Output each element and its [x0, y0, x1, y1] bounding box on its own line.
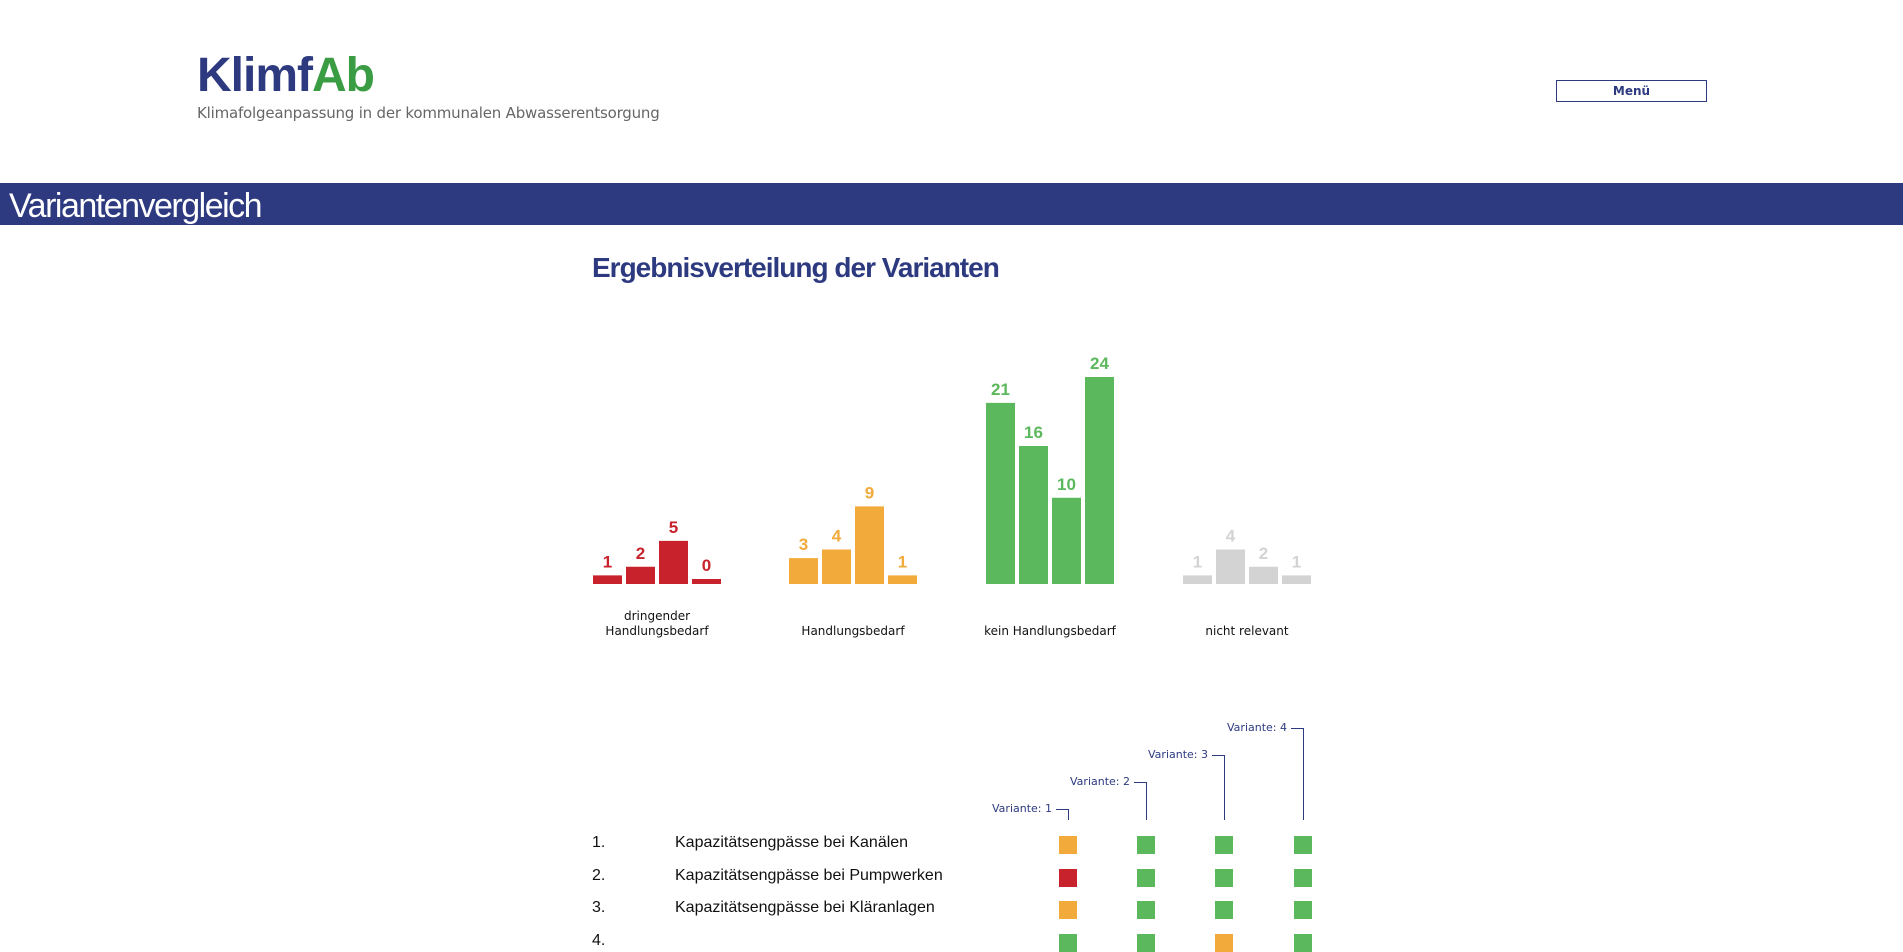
bar [789, 558, 818, 584]
variant-connector-horizontal [1134, 782, 1146, 783]
row-number: 1. [592, 834, 606, 851]
row-number: 3. [592, 899, 606, 916]
menu-button[interactable]: Menü [1556, 80, 1707, 102]
variant-label: Variante: 4 [1227, 721, 1287, 734]
bar [1085, 377, 1114, 584]
status-square [1137, 869, 1155, 887]
section-heading: Ergebnisverteilung der Varianten [592, 252, 1000, 283]
bar-value-label: 21 [991, 380, 1010, 399]
status-square [1215, 901, 1233, 919]
status-square [1215, 934, 1233, 952]
page-banner: Variantenvergleich [0, 183, 1903, 225]
status-square [1294, 934, 1312, 952]
site-tagline: Klimafolgeanpassung in der kommunalen Ab… [197, 104, 660, 122]
category-label: dringender Handlungsbedarf [605, 609, 709, 638]
bar-value-label: 9 [865, 483, 874, 502]
bar-value-label: 1 [603, 552, 612, 571]
page-title: Variantenvergleich [9, 187, 263, 225]
status-square [1137, 901, 1155, 919]
bar [822, 549, 851, 584]
bar-value-label: 4 [1226, 527, 1236, 546]
bar [888, 575, 917, 584]
bar [692, 579, 721, 584]
bar-value-label: 2 [1259, 544, 1268, 563]
status-square [1059, 836, 1077, 854]
bar-value-label: 1 [1292, 552, 1301, 571]
status-square [1137, 934, 1155, 952]
bar [1052, 497, 1081, 584]
bar-value-label: 1 [1193, 552, 1202, 571]
bar [1216, 549, 1245, 584]
variant-label: Variante: 3 [1148, 748, 1208, 761]
bar [626, 566, 655, 584]
site-logo[interactable]: KlimfAb [197, 52, 660, 100]
status-square [1059, 869, 1077, 887]
bar-value-label: 10 [1057, 475, 1076, 494]
status-square [1215, 869, 1233, 887]
bar-value-label: 2 [636, 544, 645, 563]
row-label[interactable]: Kapazitätsengpässe bei Pumpwerken [675, 867, 943, 884]
bar [1282, 575, 1311, 584]
bar-value-label: 5 [669, 518, 678, 537]
category-label: Handlungsbedarf [801, 624, 905, 638]
status-square [1059, 934, 1077, 952]
row-number: 2. [592, 867, 606, 884]
variant-connector-horizontal [1212, 755, 1224, 756]
row-label[interactable]: Kapazitätsengpässe bei Kanälen [675, 834, 909, 851]
bar [1249, 566, 1278, 584]
bar-value-label: 16 [1024, 423, 1043, 442]
logo-block: KlimfAb Klimafolgeanpassung in der kommu… [197, 52, 660, 123]
bar-value-label: 4 [832, 527, 842, 546]
status-square [1294, 901, 1312, 919]
bar-value-label: 0 [702, 556, 711, 575]
category-label: kein Handlungsbedarf [984, 624, 1116, 638]
bar-value-label: 24 [1090, 354, 1109, 373]
variant-connector-vertical [1068, 809, 1069, 820]
bar-value-label: 1 [898, 552, 907, 571]
variant-label: Variante: 2 [1070, 775, 1130, 788]
status-square [1215, 836, 1233, 854]
bar [1019, 446, 1048, 584]
status-square [1137, 836, 1155, 854]
row-number: 4. [592, 932, 606, 949]
status-square [1294, 869, 1312, 887]
logo-part-klimf: Klimf [197, 49, 313, 102]
bar [986, 402, 1015, 584]
variant-connector-horizontal [1291, 728, 1303, 729]
variant-label: Variante: 1 [992, 802, 1052, 815]
bar [855, 506, 884, 584]
variant-connector-vertical [1224, 755, 1225, 820]
variant-connector-vertical [1146, 782, 1147, 820]
bar [593, 575, 622, 584]
bar [659, 540, 688, 584]
row-label[interactable]: Kapazitätsengpässe bei Kläranlagen [675, 899, 935, 916]
status-square [1294, 836, 1312, 854]
variant-connector-horizontal [1056, 809, 1068, 810]
bar-value-label: 3 [799, 535, 808, 554]
variant-connector-vertical [1303, 728, 1304, 820]
logo-part-ab: Ab [312, 49, 375, 102]
status-square [1059, 901, 1077, 919]
bar [1183, 575, 1212, 584]
category-label: nicht relevant [1205, 624, 1289, 638]
